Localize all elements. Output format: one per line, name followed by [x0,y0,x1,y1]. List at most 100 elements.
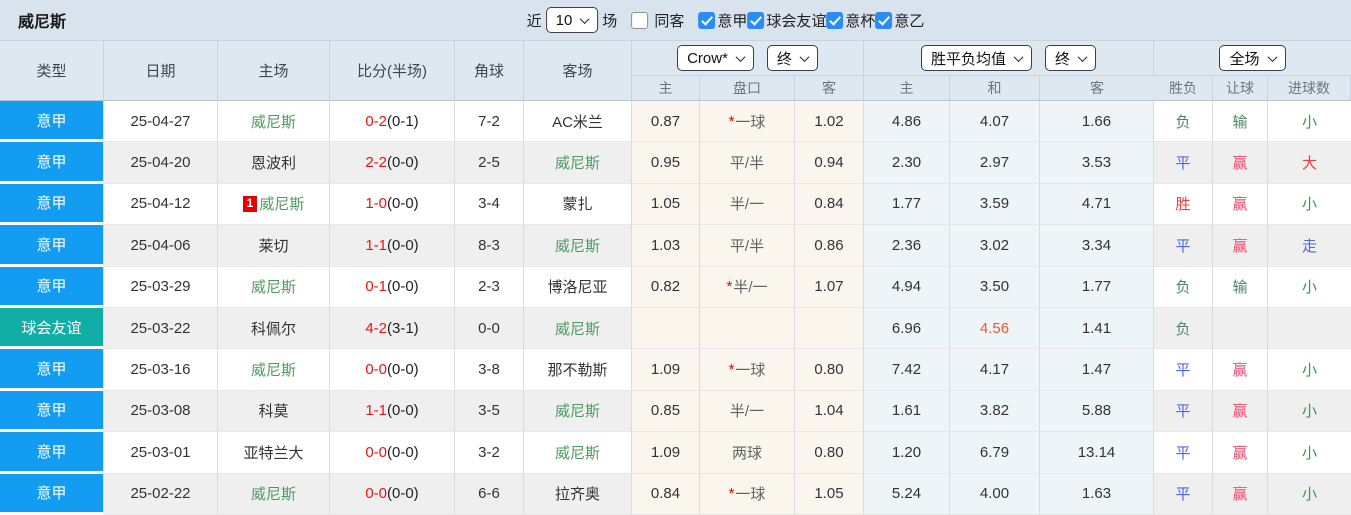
avg-draw-cell: 4.07 [950,101,1040,143]
subheader-avg-draw: 和 [950,75,1040,101]
date-cell: 25-03-29 [104,266,218,308]
filter-serie-a: 意甲 [698,10,747,31]
handicap-result-cell: 赢 [1213,473,1268,515]
odds-stage-select[interactable]: 终 [766,45,818,71]
away-team[interactable]: AC米兰 [552,113,603,131]
home-team[interactable]: 威尼斯 [250,279,296,297]
home-team[interactable]: 威尼斯 [259,196,305,214]
recent-count-select[interactable]: 10 [545,7,599,33]
odds-home-cell: 1.09 [632,349,700,391]
result-cell: 胜 [1154,183,1213,226]
odds-home-cell: 1.05 [632,183,700,226]
header-home: 主场 [218,41,330,101]
serie-a-checkbox[interactable] [698,11,716,29]
league-cell[interactable]: 意甲 [0,390,104,433]
goals-result-cell: 走 [1268,225,1351,267]
odds-away-cell: 0.94 [795,142,864,184]
avg-draw-cell: 4.17 [950,349,1040,391]
filter-controls: 近 10 场 同客 意甲 球会友谊 意杯 意乙 [523,0,924,40]
away-team[interactable]: 博洛尼亚 [547,279,608,297]
coppa-italia-label: 意杯 [845,12,876,30]
odds-home-cell: 1.03 [632,225,700,267]
home-team[interactable]: 恩波利 [250,155,296,173]
goals-result-cell [1268,307,1351,350]
odds-away-cell: 1.07 [795,266,864,308]
header-score: 比分(半场) [330,41,455,101]
odds-away-cell: 0.84 [795,183,864,226]
avg-away-cell: 1.41 [1040,307,1154,350]
scope-select[interactable]: 全场 [1219,45,1286,71]
home-team[interactable]: 威尼斯 [250,113,296,131]
odds-away-cell: 1.05 [795,473,864,515]
league-cell[interactable]: 意甲 [0,473,104,515]
home-team[interactable]: 科佩尔 [250,320,296,338]
league-cell[interactable]: 意甲 [0,266,104,308]
league-cell[interactable]: 意甲 [0,432,104,474]
league-cell[interactable]: 意甲 [0,101,104,143]
odds-away-cell: 1.04 [795,390,864,433]
odds-away-cell: 0.86 [795,225,864,267]
odds-select-group: Crow* 终 [632,41,864,75]
odds-company-select[interactable]: Crow* [677,45,754,71]
corner-cell: 3-8 [455,349,524,391]
score-cell: 0-0 (0-0) [330,473,455,515]
serie-b-checkbox[interactable] [875,11,893,29]
home-team-cell: 恩波利 [218,142,330,184]
away-team-cell: 威尼斯 [524,142,632,184]
corner-cell: 2-5 [455,142,524,184]
subheader-result: 胜负 [1154,75,1213,101]
home-team[interactable]: 莱切 [258,237,289,255]
league-cell[interactable]: 球会友谊 [0,307,104,350]
avg-home-cell: 2.30 [864,142,950,184]
subheader-odds-away: 客 [795,75,864,101]
filter-bar: 威尼斯 近 10 场 同客 意甲 球会友谊 意杯 意乙 [0,0,1351,40]
handicap-cell: 两球 [700,432,795,474]
date-cell: 25-02-22 [104,473,218,515]
avg-type-select[interactable]: 胜平负均值 [920,45,1032,71]
avg-away-cell: 1.63 [1040,473,1154,515]
goals-result-cell: 小 [1268,266,1351,308]
away-team[interactable]: 蒙扎 [562,196,593,214]
home-team[interactable]: 科莫 [258,403,289,421]
corner-cell: 2-3 [455,266,524,308]
away-team[interactable]: 威尼斯 [554,403,600,421]
goals-result-cell: 小 [1268,349,1351,391]
league-cell[interactable]: 意甲 [0,142,104,184]
league-cell[interactable]: 意甲 [0,183,104,226]
league-cell[interactable]: 意甲 [0,349,104,391]
avg-stage-select[interactable]: 终 [1045,45,1097,71]
home-team[interactable]: 亚特兰大 [243,444,304,462]
away-team-cell: 威尼斯 [524,432,632,474]
away-team[interactable]: 拉齐奥 [554,486,600,504]
away-team[interactable]: 威尼斯 [554,320,600,338]
score-cell: 4-2 (3-1) [330,307,455,350]
corner-cell: 3-4 [455,183,524,226]
coppa-italia-checkbox[interactable] [826,11,844,29]
avg-home-cell: 5.24 [864,473,950,515]
avg-home-cell: 6.96 [864,307,950,350]
goals-result-cell: 小 [1268,473,1351,515]
away-team[interactable]: 那不勒斯 [547,362,608,380]
home-team[interactable]: 威尼斯 [250,362,296,380]
near-label: 近 [526,12,542,30]
away-team[interactable]: 威尼斯 [554,444,600,462]
away-team-cell: 那不勒斯 [524,349,632,391]
chevron-down-icon [1077,51,1088,62]
score-cell: 2-2 (0-0) [330,142,455,184]
filter-club-friendly: 球会友谊 [747,10,826,31]
away-team[interactable]: 威尼斯 [554,237,600,255]
goals-result-cell: 小 [1268,432,1351,474]
result-cell: 平 [1154,473,1213,515]
home-team-cell: 威尼斯 [218,349,330,391]
same-venue-checkbox[interactable] [631,11,649,29]
avg-away-cell: 1.47 [1040,349,1154,391]
same-venue-label: 同客 [654,12,685,30]
home-team[interactable]: 威尼斯 [250,486,296,504]
result-cell: 平 [1154,432,1213,474]
club-friendly-checkbox[interactable] [747,11,765,29]
goals-result-cell: 大 [1268,142,1351,184]
away-team[interactable]: 威尼斯 [554,155,600,173]
handicap-cell: * 一球 [700,101,795,143]
league-cell[interactable]: 意甲 [0,225,104,267]
date-cell: 25-03-08 [104,390,218,433]
